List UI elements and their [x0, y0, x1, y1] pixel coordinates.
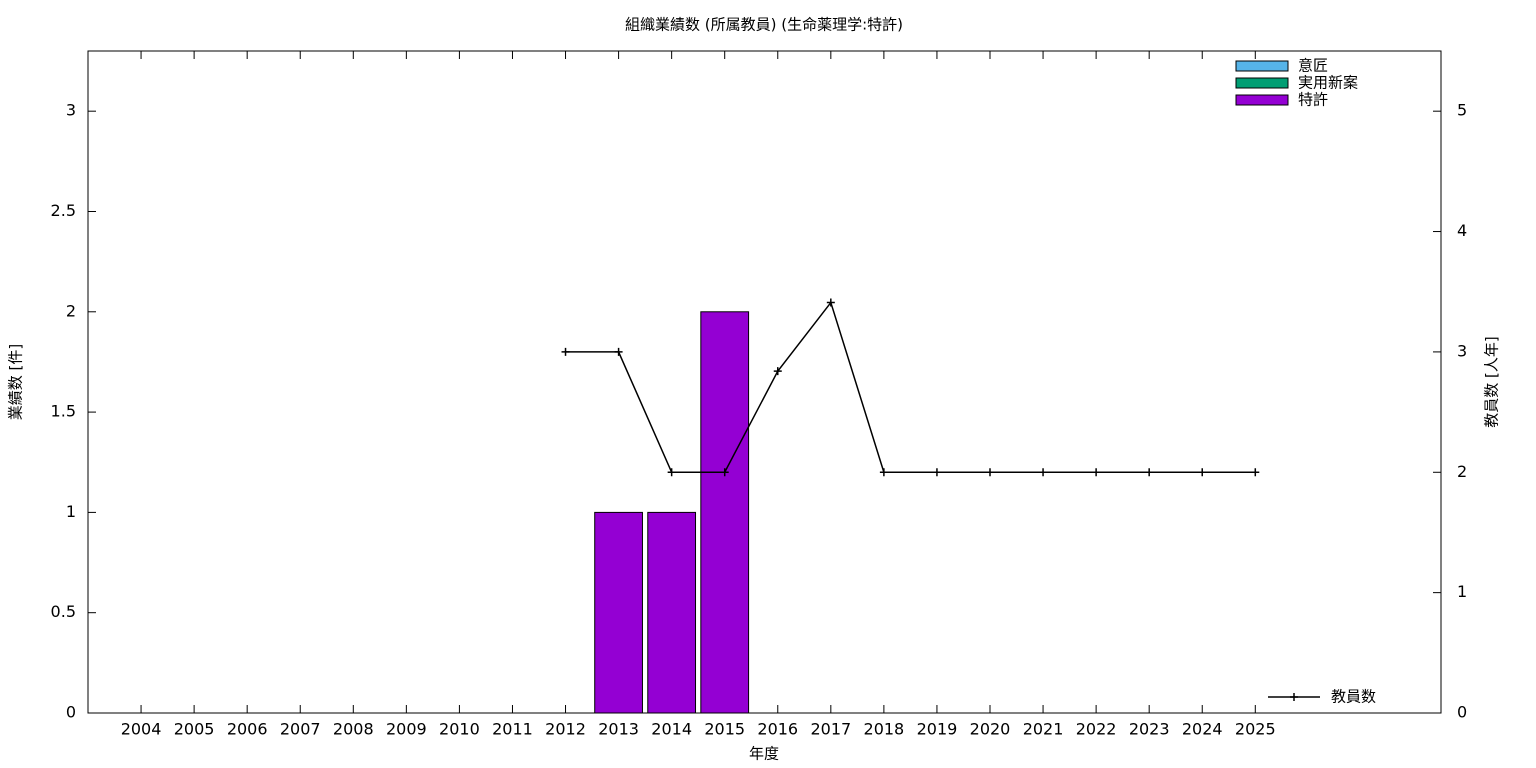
y-tick-label: 1.5 — [51, 402, 76, 421]
x-tick-label: 2023 — [1129, 720, 1170, 739]
x-tick-label: 2009 — [386, 720, 427, 739]
y2-axis-label: 教員数 [人年] — [1483, 336, 1501, 427]
y-tick-label: 1 — [66, 502, 76, 521]
y2-tick-label: 4 — [1457, 221, 1467, 240]
point-marker — [561, 347, 570, 356]
y2-tick-label: 3 — [1457, 341, 1467, 360]
point-marker — [1145, 468, 1154, 477]
bar — [647, 511, 697, 714]
x-tick-label: 2015 — [704, 720, 745, 739]
y-tick-label: 2.5 — [51, 201, 76, 220]
plot-border — [87, 50, 1442, 714]
chart-title: 組織業績数 (所属教員) (生命薬理学:特許) — [625, 16, 903, 34]
point-marker — [1092, 468, 1101, 477]
bar — [700, 311, 750, 714]
x-tick-label: 2017 — [810, 720, 851, 739]
legend-label: 特許 — [1298, 91, 1328, 109]
y-tick-label: 3 — [66, 101, 76, 120]
x-tick-label: 2004 — [121, 720, 162, 739]
point-marker — [720, 468, 729, 477]
x-tick-label: 2025 — [1235, 720, 1276, 739]
x-tick-label: 2024 — [1182, 720, 1223, 739]
point-marker — [773, 367, 782, 376]
x-tick-label: 2005 — [174, 720, 215, 739]
x-tick-label: 2014 — [651, 720, 692, 739]
legend-swatch — [1235, 94, 1289, 106]
y2-tick-label: 5 — [1457, 101, 1467, 120]
point-marker — [1198, 468, 1207, 477]
legend-swatch — [1235, 77, 1289, 89]
y-axis-label: 業績数 [件] — [7, 344, 25, 420]
point-marker — [986, 468, 994, 477]
point-marker — [614, 347, 623, 356]
legend-label: 教員数 — [1331, 688, 1376, 706]
line — [565, 300, 1256, 474]
point-marker — [826, 298, 835, 307]
point-marker — [667, 468, 676, 477]
x-tick-label: 2012 — [545, 720, 586, 739]
y2-tick-label: 1 — [1457, 582, 1467, 601]
x-tick-label: 2010 — [439, 720, 480, 739]
legend-marker — [1290, 693, 1298, 701]
y2-tick-label: 2 — [1457, 462, 1467, 481]
x-tick-label: 2016 — [757, 720, 798, 739]
legend-label: 意匠 — [1298, 57, 1328, 75]
legend-swatch — [1235, 60, 1289, 72]
x-tick-label: 2011 — [492, 720, 533, 739]
x-tick-label: 2007 — [280, 720, 321, 739]
x-tick-label: 2013 — [598, 720, 639, 739]
point-marker — [932, 468, 941, 477]
x-tick-label: 2022 — [1076, 720, 1117, 739]
x-tick-label: 2018 — [864, 720, 905, 739]
x-axis-label: 年度 — [749, 745, 779, 763]
x-tick-label: 2021 — [1023, 720, 1064, 739]
x-tick-label: 2006 — [227, 720, 268, 739]
x-tick-label: 2020 — [970, 720, 1011, 739]
point-marker — [1251, 468, 1260, 477]
y-tick-label: 0.5 — [51, 602, 76, 621]
x-tick-label: 2008 — [333, 720, 374, 739]
point-marker — [879, 468, 888, 477]
x-tick-label: 2019 — [917, 720, 958, 739]
y2-tick-label: 0 — [1457, 703, 1467, 722]
y-tick-label: 2 — [66, 301, 76, 320]
legend-label: 実用新案 — [1298, 74, 1358, 92]
bar — [594, 511, 643, 714]
y-tick-label: 0 — [66, 703, 76, 722]
point-marker — [1039, 468, 1048, 477]
